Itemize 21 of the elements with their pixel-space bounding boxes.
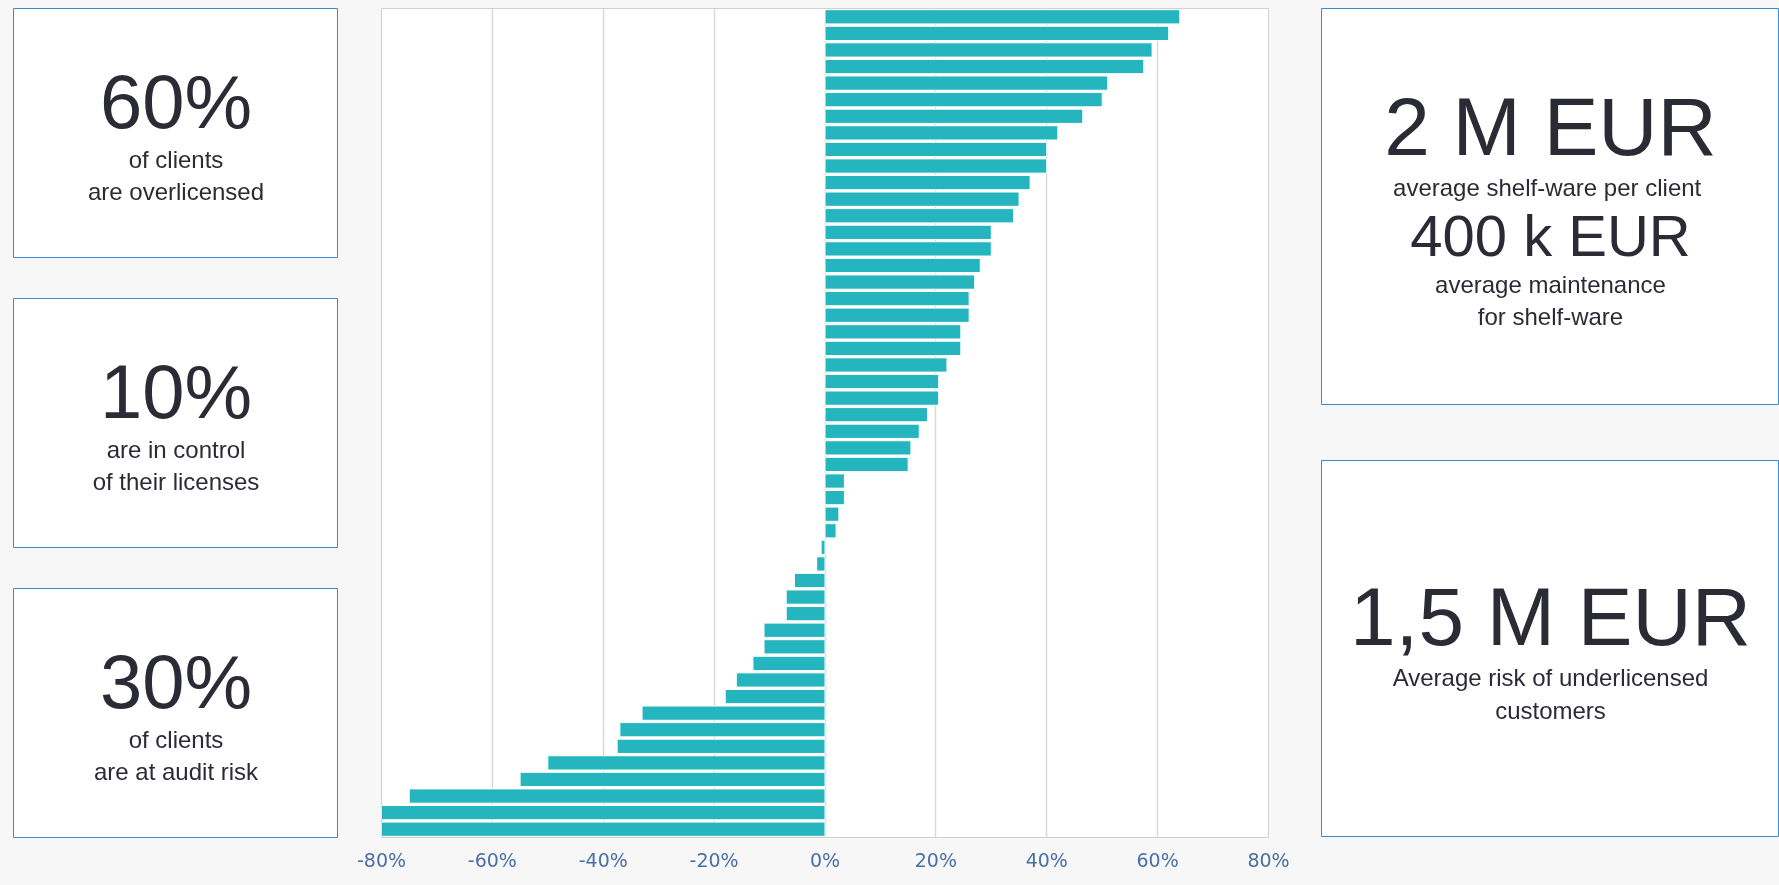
text: average maintenance for shelf-ware — [1435, 270, 1666, 330]
text: 30% — [99, 638, 253, 724]
text: average shelf-ware per client — [1393, 174, 1702, 202]
text: of clients are at audit risk — [93, 725, 260, 785]
text: 400 k EUR — [1410, 203, 1691, 269]
text: 1,5 M EUR — [1350, 571, 1751, 663]
x-tick-label: 20% — [914, 848, 957, 871]
x-tick-label: 80% — [1247, 848, 1290, 871]
text: Average risk of underlicensed customers — [1392, 664, 1709, 724]
text: 2 M EUR — [1384, 81, 1717, 172]
text: 60% — [99, 58, 253, 144]
x-tick-label: 60% — [1136, 848, 1179, 871]
x-tick-label: -40% — [578, 848, 628, 871]
text: are in control of their licenses — [92, 435, 260, 495]
x-tick-label: -60% — [467, 848, 517, 871]
x-tick-label: -20% — [689, 848, 739, 871]
x-tick-label: 40% — [1025, 848, 1068, 871]
x-tick-label: -80% — [356, 848, 407, 871]
x-tick-label: 0% — [809, 848, 841, 871]
text: 10% — [99, 348, 253, 434]
text: of clients are overlicensed — [87, 145, 265, 205]
